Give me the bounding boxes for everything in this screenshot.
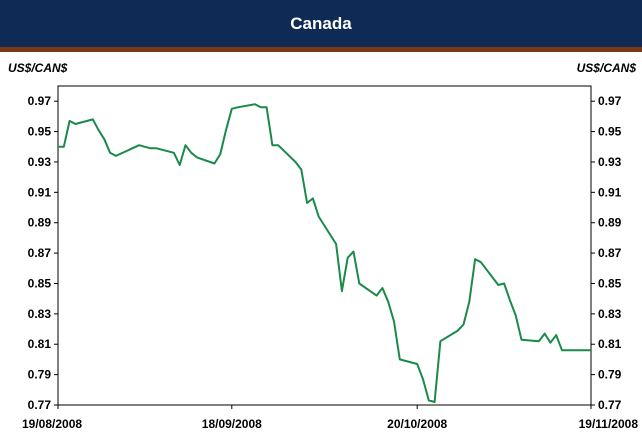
left-y-tick-label: 0.83 xyxy=(28,307,52,321)
right-y-tick-label: 0.77 xyxy=(598,398,622,412)
right-y-tick-label: 0.87 xyxy=(598,246,622,260)
right-y-tick-label: 0.95 xyxy=(598,125,622,139)
right-y-tick-label: 0.89 xyxy=(598,216,622,230)
title-accent-stripe xyxy=(0,47,642,52)
left-y-tick-label: 0.89 xyxy=(28,216,52,230)
plot-area xyxy=(57,85,592,406)
left-y-tick-label: 0.93 xyxy=(28,155,52,169)
left-y-tick-label: 0.81 xyxy=(28,337,52,351)
right-y-tick-label: 0.93 xyxy=(598,155,622,169)
title-bar: Canada xyxy=(0,0,642,52)
left-axis-unit: US$/CAN$ xyxy=(8,61,68,75)
x-axis: 19/08/2008 18/09/2008 20/10/2008 19/11/2008 xyxy=(22,405,638,431)
left-y-tick-label: 0.91 xyxy=(28,185,52,199)
left-y-axis: 0.97 0.95 0.93 0.91 0.89 0.87 0.85 0.83 0.81 0.79… xyxy=(28,94,58,412)
right-y-tick-label: 0.83 xyxy=(598,307,622,321)
right-axis-unit: US$/CAN$ xyxy=(576,61,636,75)
left-y-tick-label: 0.77 xyxy=(28,398,52,412)
right-y-tick-label: 0.81 xyxy=(598,337,622,351)
x-tick-label: 20/10/2008 xyxy=(387,417,447,431)
left-y-tick-label: 0.79 xyxy=(28,368,52,382)
right-y-axis: 0.97 0.95 0.93 0.91 0.89 0.87 0.85 0.83 0.81 0.79… xyxy=(591,94,622,412)
x-tick-label: 19/11/2008 xyxy=(579,417,639,431)
right-y-tick-label: 0.79 xyxy=(598,368,622,382)
right-y-tick-label: 0.91 xyxy=(598,185,622,199)
chart-title: Canada xyxy=(290,14,352,33)
left-y-tick-label: 0.95 xyxy=(28,125,52,139)
x-tick-label: 19/08/2008 xyxy=(22,417,82,431)
left-y-tick-label: 0.97 xyxy=(28,94,52,108)
left-y-tick-label: 0.85 xyxy=(28,276,52,290)
right-y-tick-label: 0.85 xyxy=(598,276,622,290)
x-tick-label: 18/09/2008 xyxy=(202,417,262,431)
right-y-tick-label: 0.97 xyxy=(598,94,622,108)
series-line xyxy=(58,103,591,403)
left-y-tick-label: 0.87 xyxy=(28,246,52,260)
